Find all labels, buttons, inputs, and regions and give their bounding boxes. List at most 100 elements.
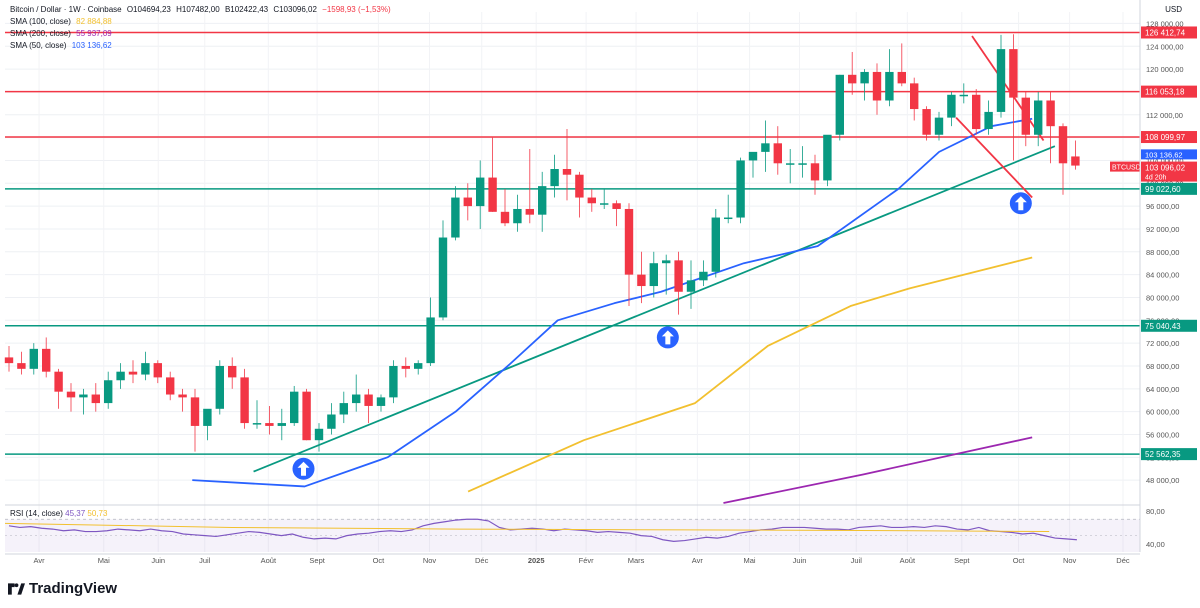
candle-body [550,169,559,187]
x-tick-label: Juin [793,556,807,565]
x-tick-label: Août [900,556,916,565]
candle-body [934,117,944,135]
tradingview-logo-icon [8,583,25,595]
up-arrow-glyph [661,330,674,345]
candle-body [724,217,733,220]
candle-body [339,403,348,415]
candle-body [215,365,224,409]
sma50-value: 103 136,62 [71,41,112,50]
ohlc-open: O104694,23 [126,5,171,14]
x-tick-label: Avr [692,556,704,565]
up-arrow-glyph [297,461,310,476]
candle-body [352,394,361,404]
candle-body [240,377,249,424]
y-tick-label: 80 000,00 [1146,293,1179,302]
candle-body [290,391,299,424]
candle-body [190,397,200,426]
tradingview-logo[interactable]: TradingView [8,580,117,597]
candle-body [116,371,125,381]
symbol-header: Bitcoin / Dollar · 1W · Coinbase O104694… [10,5,394,14]
rsi-label: RSI (14, close) [10,509,63,518]
candle-body [798,163,807,165]
up-arrow-icon [292,457,315,480]
candle-body [1046,100,1055,127]
currency-label[interactable]: USD [1165,5,1182,14]
candle-body [1009,49,1018,98]
x-tick-label: 2025 [528,556,545,565]
candle-body [637,274,646,287]
sma50-line [192,117,1033,488]
candle-body [414,363,423,369]
candle-body [1021,97,1030,135]
y-tick-label: 88 000,00 [1146,248,1179,257]
x-tick-label: Nov [1063,556,1077,565]
up-arrow-icon [1009,192,1032,215]
candle-body [761,143,770,152]
candle-body [314,428,324,441]
candle-body [451,197,460,238]
level-price-label: 52 562,35 [1145,450,1181,459]
up-arrow-glyph [1014,196,1027,211]
candle-body [748,151,758,161]
level-price-label: 108 099,97 [1145,133,1186,142]
sma50-price-tag [1141,149,1197,160]
candle-body [674,260,683,292]
candle-body [128,371,138,375]
support-trendline [253,145,1056,473]
candle-body [786,163,795,165]
candle-body [835,74,844,135]
candle-body [972,94,981,130]
ohlc-close: C103096,02 [273,5,317,14]
candle-body [699,271,708,281]
sma100-value: 82 884,88 [76,17,112,26]
candle-body [897,71,906,84]
x-tick-label: Déc [1116,556,1130,565]
sma200-legend[interactable]: SMA (200, close) 55 937,09 [10,29,115,38]
candle-body [860,71,869,84]
candle-body [401,365,410,369]
candle-body [166,377,175,395]
up-arrow-icon [656,326,679,349]
symbol-tag [1110,161,1140,172]
sma100-legend[interactable]: SMA (100, close) 82 884,88 [10,17,115,26]
candle-body [153,363,162,378]
candle-body [203,408,212,426]
level-price-tag [1141,448,1197,461]
countdown-label: 4d 20h [1145,175,1167,182]
candle-body [476,177,485,207]
x-tick-label: Juin [151,556,165,565]
candle-body [104,380,113,404]
rsi-legend[interactable]: RSI (14, close) 45,37 50,73 [10,509,107,518]
y-tick-label: 72 000,00 [1146,339,1179,348]
sma50-legend[interactable]: SMA (50, close) 103 136,62 [10,41,115,50]
y-tick-label: 128 000,00 [1146,19,1184,28]
candle-body [624,208,634,275]
rsi-tick-label: 40,00 [1146,540,1165,549]
level-price-tag [1141,26,1197,39]
candle-body [4,357,14,364]
candle-body [575,174,584,198]
x-tick-label: Juil [851,556,863,565]
symbol-tag-label: BTCUSD [1112,165,1141,172]
candle-body [327,414,336,429]
sma200-label: SMA (200, close) [10,29,71,38]
level-price-tag [1141,85,1197,98]
candle-body [252,423,262,425]
candle-body [1058,126,1068,164]
candle-body [600,203,609,205]
level-price-label: 116 053,18 [1145,88,1185,97]
candle-body [364,394,373,406]
x-tick-label: Mai [744,556,756,565]
price-change: −1598,93 (−1,53%) [322,5,391,14]
candle-body [277,423,286,426]
y-tick-label: 96 000,00 [1146,202,1179,211]
sma100-label: SMA (100, close) [10,17,71,26]
candle-body [910,83,919,110]
sma200-value: 55 937,09 [76,29,112,38]
x-tick-label: Mars [628,556,645,565]
y-tick-label: 120 000,00 [1146,65,1184,74]
y-tick-label: 68 000,00 [1146,362,1179,371]
candle-body [1071,156,1080,166]
candle-body [79,394,88,398]
